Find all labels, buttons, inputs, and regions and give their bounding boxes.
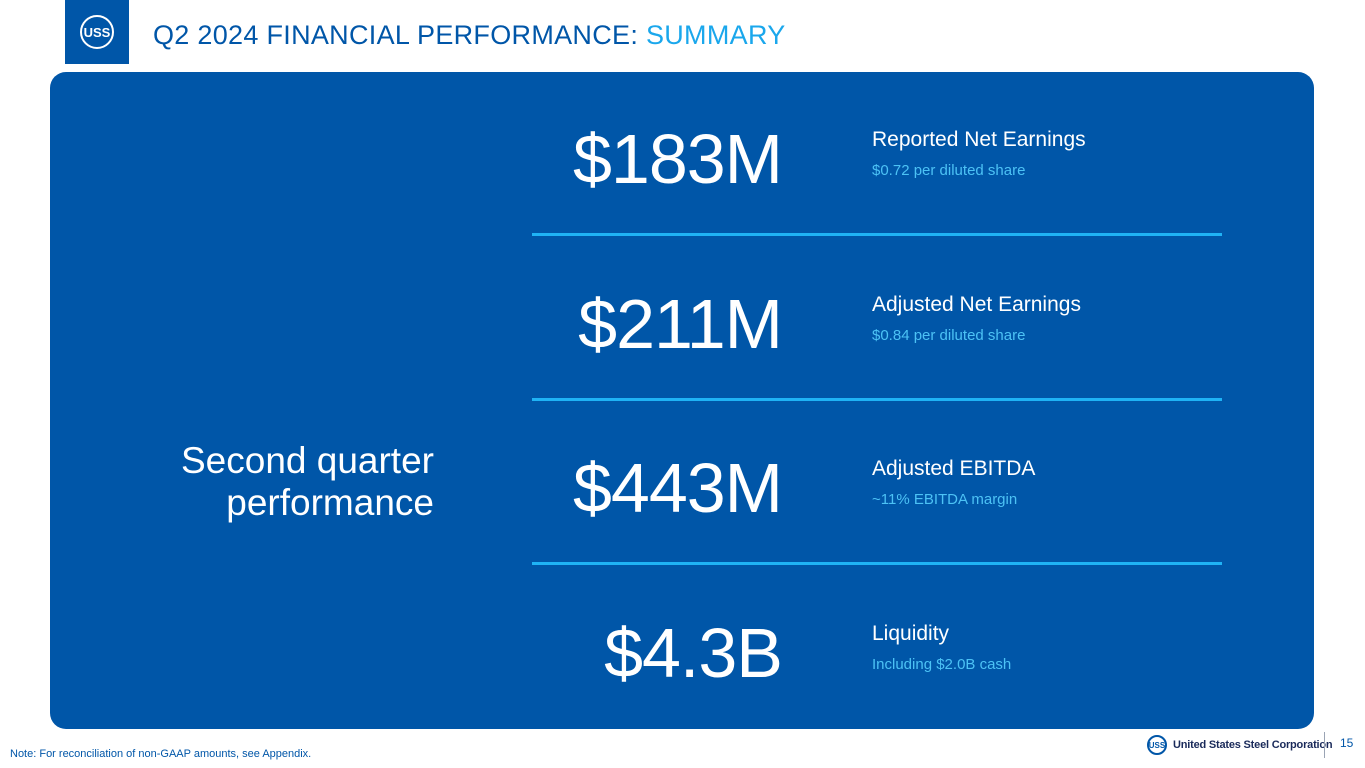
metric-sublabel: $0.72 per diluted share xyxy=(872,162,1026,179)
uss-footer-logo-icon: USS xyxy=(1147,735,1167,755)
footer-logo: USS United States Steel Corporation xyxy=(1147,735,1333,755)
section-label-line1: Second quarter xyxy=(180,440,434,481)
metric-label: Reported Net Earnings xyxy=(872,128,1086,151)
summary-panel: Second quarter performance $183M Reporte… xyxy=(50,72,1314,729)
section-label-line2: performance xyxy=(226,482,434,523)
page-title: Q2 2024 FINANCIAL PERFORMANCE: SUMMARY xyxy=(153,20,786,51)
footnote: Note: For reconciliation of non-GAAP amo… xyxy=(10,748,312,760)
metric-sublabel: $0.84 per diluted share xyxy=(872,327,1026,344)
uss-logo-icon: USS xyxy=(80,15,114,49)
metric-sublabel: ~11% EBITDA margin xyxy=(872,491,1018,508)
section-label: Second quarter performance xyxy=(114,440,434,524)
metric-divider xyxy=(532,233,1222,236)
metric-divider xyxy=(532,398,1222,401)
company-name: United States Steel Corporation xyxy=(1173,739,1333,751)
page-title-main: Q2 2024 FINANCIAL PERFORMANCE: xyxy=(153,20,639,50)
metric-label: Liquidity xyxy=(872,622,950,645)
header-logo-text: USS xyxy=(83,24,111,40)
metric-divider xyxy=(532,562,1222,565)
metric-adjusted-net-earnings: $211M Adjusted Net Earnings $0.84 per di… xyxy=(532,237,1222,401)
metric-sublabel: Including $2.0B cash xyxy=(872,656,1012,673)
footer-separator xyxy=(1324,732,1325,758)
page-title-accent: SUMMARY xyxy=(645,20,786,50)
page-number: 15 xyxy=(1340,736,1354,750)
metric-value: $183M xyxy=(572,120,783,198)
metric-value: $211M xyxy=(578,285,783,363)
metric-label: Adjusted EBITDA xyxy=(872,457,1036,480)
metric-label: Adjusted Net Earnings xyxy=(872,293,1081,316)
header-logo: USS xyxy=(65,0,129,64)
metric-value: $4.3B xyxy=(604,614,783,692)
footer-logo-text: USS xyxy=(1148,740,1166,750)
metric-value: $443M xyxy=(572,449,783,527)
metric-liquidity: $4.3B Liquidity Including $2.0B cash xyxy=(532,566,1222,730)
metric-reported-net-earnings: $183M Reported Net Earnings $0.72 per di… xyxy=(532,72,1222,236)
metric-adjusted-ebitda: $443M Adjusted EBITDA ~11% EBITDA margin xyxy=(532,401,1222,565)
